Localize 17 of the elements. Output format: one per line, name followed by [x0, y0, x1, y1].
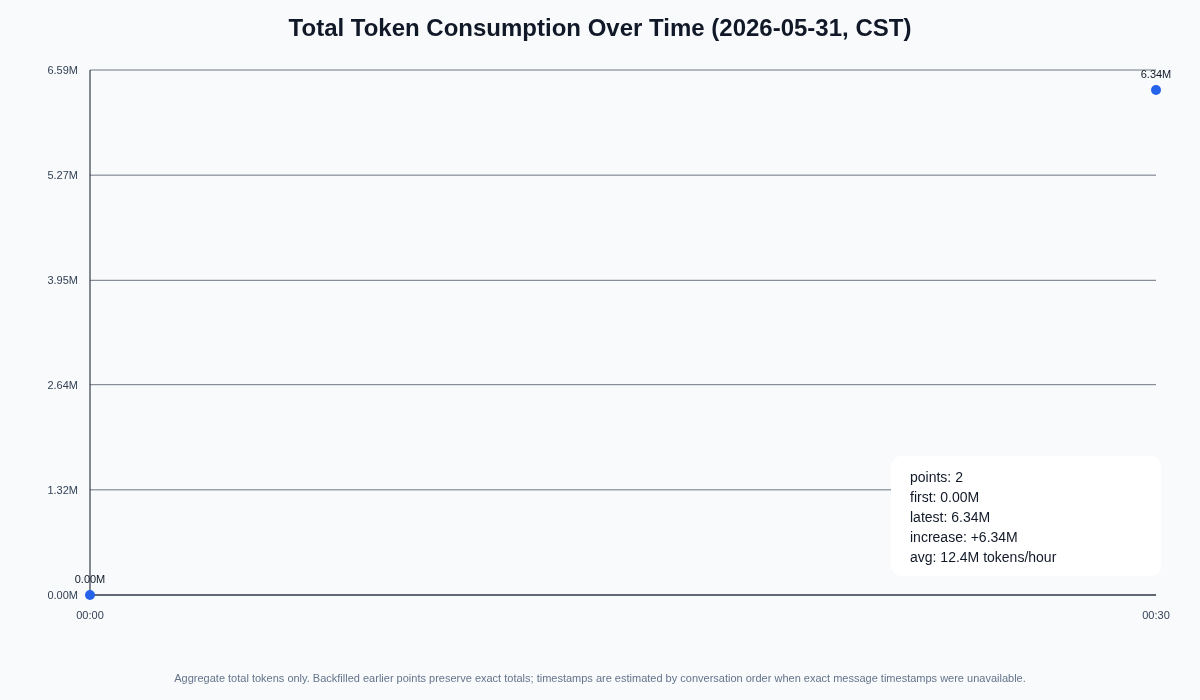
- x-tick-label: 00:00: [76, 609, 104, 621]
- y-tick-label: 3.95M: [47, 274, 78, 287]
- x-tick-label: 00:30: [1142, 609, 1170, 621]
- y-tick-label: 6.59M: [47, 64, 78, 76]
- chart-title: Total Token Consumption Over Time (2026-05-31, CST): [288, 14, 912, 41]
- annotation: increase: +6.34M: [910, 529, 1018, 545]
- annotation: first: 0.00M: [910, 489, 980, 505]
- annotation: points: 2: [910, 469, 964, 485]
- data-label: 0.00M: [74, 573, 106, 585]
- data-label: 6.34M: [1140, 67, 1172, 80]
- y-tick-label: 1.32M: [47, 483, 78, 496]
- annotation: latest: 6.34M: [910, 509, 991, 525]
- y-tick-label: 0.00M: [47, 589, 78, 601]
- y-tick-label: 2.64M: [47, 378, 78, 391]
- y-tick-label: 5.27M: [47, 169, 78, 182]
- annotation: avg: 12.4M tokens/hour: [910, 549, 1057, 565]
- text: Aggregate total tokens only. Backfilled earlier points preserve exact totals; timestamps are estimated by conversation order when exact message timestamps were unavailable.: [174, 672, 1026, 684]
